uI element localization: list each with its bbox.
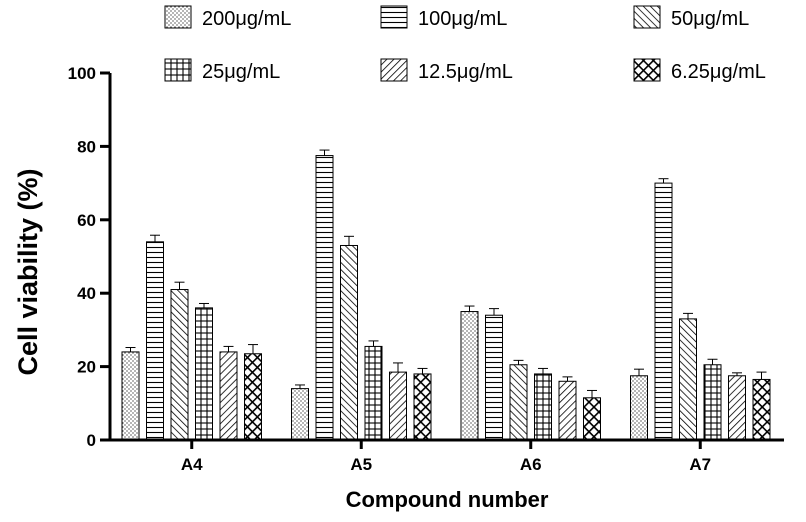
x-tick-label-a5: A5 — [350, 455, 372, 474]
bar-a7-12-5-g-ml — [729, 376, 746, 440]
y-tick-label-80: 80 — [77, 137, 96, 156]
bar-a4-200-g-ml — [122, 352, 139, 440]
x-tick-label-a6: A6 — [520, 455, 542, 474]
bars-layer — [122, 150, 770, 440]
bar-a6-50-g-ml — [510, 365, 527, 440]
legend-25-g-ml-label: 25μg/mL — [202, 61, 280, 83]
y-axis-title: Cell viability (%) — [13, 168, 43, 375]
legend-200-g-ml-swatch — [165, 6, 191, 28]
bar-a5-6-25-g-ml — [414, 374, 431, 440]
legend-50-g-ml-swatch — [634, 6, 660, 28]
legend-25-g-ml-swatch — [165, 59, 191, 81]
legend-12-5-g-ml-swatch — [381, 59, 407, 81]
x-ticks: A4 A5 A6 A7 — [181, 440, 711, 474]
y-ticks: 0 20 40 60 80 100 — [68, 64, 110, 450]
bar-a6-6-25-g-ml — [584, 398, 601, 440]
y-tick-label-0: 0 — [87, 431, 96, 450]
legend-100-g-ml-swatch — [381, 6, 407, 28]
bar-a5-50-g-ml — [341, 245, 358, 440]
legend: 200μg/mL 100μg/mL 50μg/mL 25μg/mL 12.5μg/mL 6… — [165, 6, 766, 83]
bar-a7-100-g-ml — [655, 183, 672, 440]
bar-a4-50-g-ml — [171, 290, 188, 440]
legend-12-5-g-ml-label: 12.5μg/mL — [418, 61, 513, 83]
bar-a4-12-5-g-ml — [220, 352, 237, 440]
bar-a7-200-g-ml — [631, 376, 648, 440]
bar-a4-25-g-ml — [196, 308, 213, 440]
legend-200-g-ml-label: 200μg/mL — [202, 8, 291, 30]
y-tick-label-100: 100 — [68, 64, 96, 83]
bar-a5-200-g-ml — [292, 389, 309, 440]
y-tick-label-20: 20 — [77, 358, 96, 377]
legend-6-25-g-ml-swatch — [634, 59, 660, 81]
x-tick-label-a7: A7 — [689, 455, 711, 474]
bar-a6-25-g-ml — [535, 374, 552, 440]
bar-a6-100-g-ml — [486, 315, 503, 440]
bar-a7-50-g-ml — [680, 319, 697, 440]
bar-a5-100-g-ml — [316, 156, 333, 440]
y-tick-label-40: 40 — [77, 284, 96, 303]
x-tick-label-a4: A4 — [181, 455, 203, 474]
bar-a4-100-g-ml — [147, 242, 164, 440]
bar-a5-12-5-g-ml — [390, 372, 407, 440]
y-tick-label-60: 60 — [77, 211, 96, 230]
x-axis-title: Compound number — [346, 487, 549, 512]
bar-a5-25-g-ml — [365, 346, 382, 440]
legend-6-25-g-ml-label: 6.25μg/mL — [671, 61, 766, 83]
bar-a6-200-g-ml — [461, 312, 478, 440]
bar-a4-6-25-g-ml — [245, 354, 262, 440]
bar-a7-6-25-g-ml — [753, 379, 770, 440]
legend-50-g-ml-label: 50μg/mL — [671, 8, 749, 30]
bar-a6-12-5-g-ml — [559, 381, 576, 440]
legend-100-g-ml-label: 100μg/mL — [418, 8, 507, 30]
bar-a7-25-g-ml — [704, 365, 721, 440]
